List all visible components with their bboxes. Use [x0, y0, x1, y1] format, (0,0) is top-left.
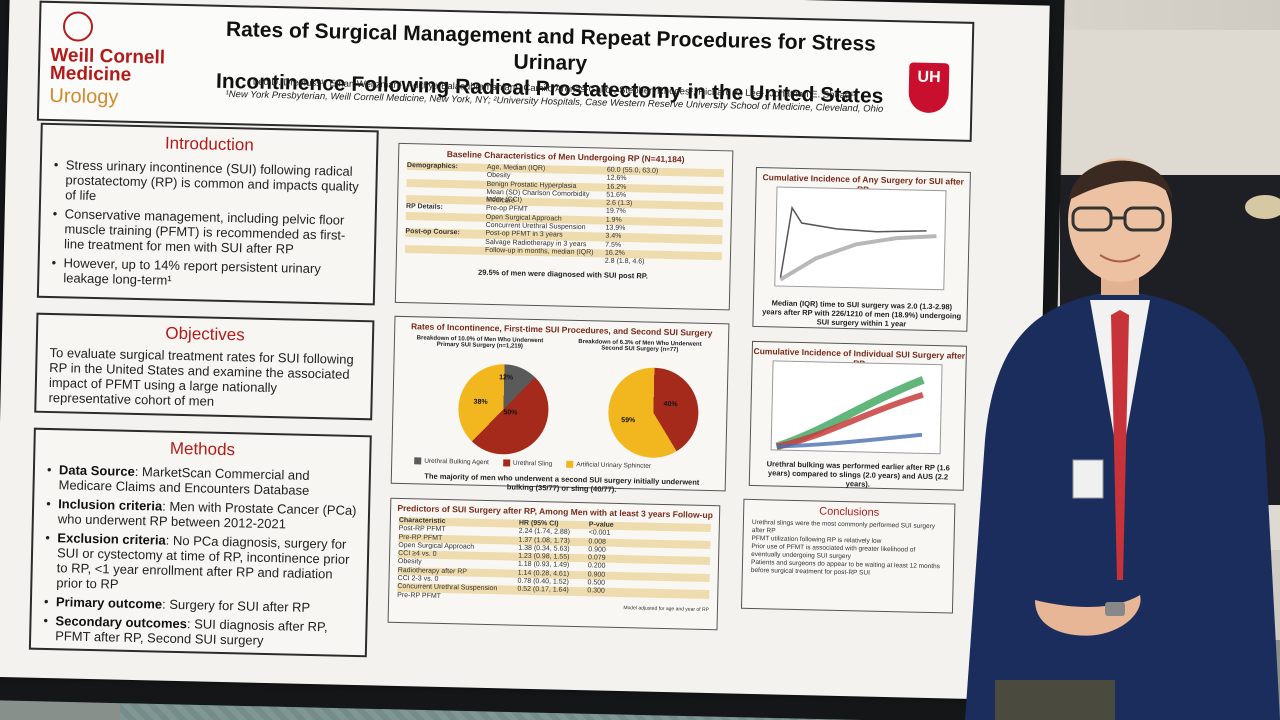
baseline-table: Demographics: Age, Median (IQR) 60.0 (55.0… — [404, 162, 724, 269]
rates-caption: The majority of men who underwent a seco… — [424, 471, 700, 494]
introduction-section: Introduction Stress urinary incontinence… — [36, 122, 379, 306]
pie1-slice-label: 12% — [499, 374, 514, 382]
ceiling-light — [1245, 195, 1280, 219]
table-cell: 2.8 (1.8, 4.6) — [604, 257, 645, 266]
research-poster: Weill Cornell Medicine Urology Rates of S… — [0, 0, 1050, 700]
intro-bullet: Stress urinary incontinence (SUI) follow… — [53, 157, 366, 209]
table-cell — [485, 255, 605, 266]
cum-any-plot — [774, 186, 947, 291]
pie1-title: Breakdown of 10.0% of Men Who Underwent … — [416, 335, 544, 350]
legend-aus: Artificial Urinary Sphincter — [566, 460, 651, 470]
conclusions-panel: Conclusions Urethral slings were the mos… — [740, 498, 956, 614]
cum-any-panel: Cumulative Incidence of Any Surgery for … — [752, 166, 971, 332]
presenter-person — [965, 158, 1280, 720]
methods-item: Primary outcome: Surgery for SUI after R… — [44, 594, 356, 616]
institution-line2: Medicine — [49, 62, 132, 86]
table-cell — [587, 596, 657, 606]
rates-panel: Rates of Incontinence, First-time SUI Pr… — [390, 315, 730, 494]
methods-item: Secondary outcomes: SUI diagnosis after … — [43, 613, 356, 650]
cum-ind-curves — [775, 376, 925, 451]
cum-any-caption: Median (IQR) time to SUI surgery was 2.0… — [762, 298, 962, 329]
uh-shield-logo: UH — [908, 62, 950, 114]
pie-legend: Urethral Bulking Agent Urethral Sling Ar… — [414, 457, 651, 470]
intro-bullet: Conservative management, including pelvi… — [52, 206, 365, 258]
cum-any-curve — [779, 205, 937, 282]
pie-second-surgery — [607, 366, 700, 459]
predictors-panel: Predictors of SUI Surgery after RP, Amon… — [387, 497, 721, 631]
intro-bullet: However, up to 14% report persistent uri… — [51, 255, 364, 292]
cornell-seal-icon — [62, 11, 94, 42]
methods-item: Inclusion criteria: Men with Prostate Ca… — [46, 496, 359, 533]
objectives-text: To evaluate surgical treatment rates for… — [48, 344, 354, 409]
cum-ind-panel: Cumulative Incidence of Individual SUI S… — [748, 340, 967, 491]
pie2-title: Breakdown of 6.3% of Men Who Underwent S… — [578, 338, 702, 354]
cum-ind-plot — [770, 360, 943, 455]
objectives-section: Objectives To evaluate surgical treatmen… — [34, 312, 375, 421]
methods-item: Data Source: MarketScan Commercial and M… — [46, 462, 359, 499]
pie1-slice-label: 38% — [473, 398, 488, 406]
pie2-slice-label: 59% — [621, 416, 636, 425]
table-cell — [517, 594, 587, 604]
legend-sling: Urethral Sling — [502, 459, 553, 468]
table-cell — [405, 253, 485, 263]
institution-logo: Weill Cornell Medicine Urology — [49, 11, 201, 111]
poster-header: Weill Cornell Medicine Urology Rates of S… — [36, 0, 975, 142]
predictors-table: Characteristic HR (95% CI) P-value Post-RP … — [397, 516, 711, 613]
methods-item: Exclusion criteria: No PCa diagnosis, su… — [44, 530, 357, 597]
conclusion-bullet: Patients and surgeons do appear to be wa… — [750, 558, 941, 577]
cum-ind-caption: Urethral bulking was performed earlier a… — [766, 459, 950, 489]
methods-section: Methods Data Source: MarketScan Commerci… — [28, 427, 372, 658]
pie2-slice-label: 40% — [663, 400, 678, 409]
baseline-panel: Baseline Characteristics of Men Undergoi… — [394, 142, 734, 311]
legend-bulking: Urethral Bulking Agent — [414, 457, 489, 466]
baseline-caption: 29.5% of men were diagnosed with SUI pos… — [477, 267, 649, 281]
pie1-slice-label: 50% — [503, 409, 518, 417]
department-name: Urology — [49, 84, 119, 109]
